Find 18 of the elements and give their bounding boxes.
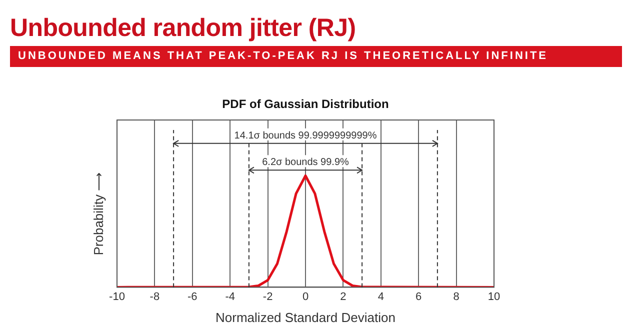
x-tick-label: -2 (262, 290, 273, 303)
text: PDF of Gaussian Distribution (222, 97, 389, 111)
x-tick-label: -6 (188, 290, 198, 303)
chart-title: Unbounded random jitter (RJ) (10, 14, 356, 43)
x-tick-label: 10 (488, 290, 500, 303)
x-tick-label: 4 (378, 290, 384, 303)
x-tick-label: 6 (416, 290, 422, 303)
text: 14.1σ bounds 99.9999999999% (234, 130, 377, 142)
x-tick-label: 2 (340, 290, 346, 303)
x-tick-label: 8 (453, 290, 460, 303)
text: 6.2σ bounds 99.9% (262, 157, 349, 168)
x-axis-title: Normalized Standard Deviation (216, 310, 396, 325)
y-axis-title: Probability ⟶ (91, 172, 106, 256)
x-tick-label: -8 (150, 290, 160, 303)
chart-subtitle: UNBOUNDED MEANS THAT PEAK-TO-PEAK RJ IS THEORETICALLY INFINITE (10, 46, 622, 67)
x-tick-label: -4 (225, 290, 235, 303)
x-tick-label: -10 (109, 290, 125, 303)
x-tick-label: 0 (302, 290, 309, 303)
